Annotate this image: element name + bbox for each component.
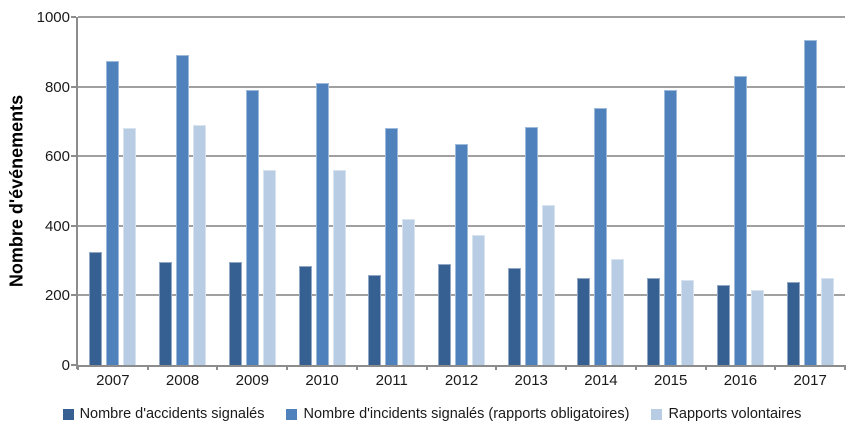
bar-group-2017	[786, 39, 834, 365]
bar-group-2014	[577, 107, 625, 365]
bar-group-2016	[716, 76, 764, 365]
bar-group-2007	[89, 60, 137, 365]
x-axis-tick	[286, 365, 289, 370]
gridline	[78, 16, 845, 18]
x-axis-label: 2017	[793, 372, 827, 389]
y-axis-tick-label: 1000	[36, 9, 70, 26]
bar	[611, 258, 625, 365]
legend-label: Rapports volontaires	[668, 406, 802, 422]
y-axis-tick-label: 800	[44, 78, 70, 96]
y-axis-tick-label: 400	[44, 217, 70, 235]
x-axis-label: 2016	[723, 372, 758, 389]
y-axis-tick-label: 600	[44, 148, 70, 166]
bar-group-2015	[647, 90, 695, 365]
x-axis-label: 2007	[96, 372, 130, 389]
legend: Nombre d'accidents signalés Nombre d'inci…	[0, 401, 864, 427]
y-axis-tick	[71, 85, 76, 88]
y-axis-tick	[71, 224, 76, 227]
x-axis-tick	[425, 365, 428, 370]
x-axis-label: 2008	[165, 372, 200, 389]
bar	[664, 90, 678, 365]
legend-label: Nombre d'incidents signalés (rapports ob…	[303, 406, 630, 422]
bar-group-2010	[298, 83, 346, 365]
x-axis-label: 2010	[305, 372, 339, 389]
legend-item: Nombre d'accidents signalés	[62, 406, 265, 422]
bar-group-2013	[507, 126, 555, 365]
x-axis-label: 2013	[514, 372, 548, 389]
bar	[733, 76, 747, 365]
x-axis-tick	[495, 365, 498, 370]
bar	[524, 126, 538, 365]
bar	[716, 285, 730, 365]
bar	[507, 267, 521, 365]
x-axis-tick	[774, 365, 777, 370]
bar	[245, 90, 259, 365]
y-axis-line	[76, 17, 78, 369]
legend-item: Nombre d'incidents signalés (rapports ob…	[286, 406, 629, 422]
y-axis-title: Nombre d'événements	[6, 94, 27, 288]
x-axis-line	[76, 365, 845, 367]
bar	[402, 218, 416, 365]
x-axis-tick	[355, 365, 358, 370]
x-axis-tick	[146, 365, 149, 370]
x-axis-tick	[565, 365, 568, 370]
bar	[750, 290, 764, 365]
x-axis-label: 2014	[584, 372, 618, 389]
bar	[123, 128, 137, 365]
bar	[262, 170, 276, 365]
bar	[820, 278, 834, 365]
x-axis-label: 2009	[235, 372, 269, 389]
bar	[577, 278, 591, 365]
legend-swatch	[286, 408, 298, 420]
legend-label: Nombre d'accidents signalés	[79, 406, 265, 422]
x-axis-tick	[844, 365, 846, 370]
x-axis-tick	[216, 365, 219, 370]
bar	[368, 274, 382, 365]
plot-area	[71, 16, 846, 370]
bar	[681, 279, 695, 365]
bar-group-2009	[228, 90, 276, 365]
bar	[385, 128, 399, 365]
x-axis-tick	[634, 365, 637, 370]
bar	[106, 60, 120, 365]
bar	[647, 278, 661, 365]
x-axis-label: 2011	[375, 372, 408, 389]
bar	[541, 204, 555, 365]
bar-group-2012	[438, 144, 485, 365]
bar	[594, 107, 608, 365]
bar	[159, 262, 173, 365]
x-axis-label: 2015	[653, 372, 688, 389]
y-axis-tick-label: 0	[61, 357, 70, 374]
bar	[332, 170, 346, 365]
bar	[176, 55, 190, 365]
y-axis-tick	[71, 364, 76, 366]
bar-group-2008	[159, 55, 207, 365]
y-axis-tick	[71, 294, 76, 297]
bar	[455, 144, 468, 365]
gridline	[78, 85, 845, 88]
x-axis-label: 2012	[444, 372, 479, 389]
x-axis-tick	[77, 365, 79, 370]
bar	[438, 264, 451, 365]
bar	[89, 251, 103, 365]
legend-swatch	[651, 408, 663, 420]
bar-group-2011	[368, 128, 416, 365]
bar	[803, 39, 817, 365]
x-axis-tick	[704, 365, 707, 370]
legend-swatch	[62, 408, 74, 420]
y-axis-tick	[71, 16, 76, 18]
y-axis-tick-label: 200	[44, 287, 70, 305]
bar	[786, 281, 800, 365]
y-axis-tick	[71, 155, 76, 158]
legend-item: Rapports volontaires	[651, 406, 801, 422]
bar	[472, 234, 485, 365]
bar	[228, 262, 242, 365]
bar	[193, 124, 207, 365]
bar	[315, 83, 329, 365]
bar	[298, 265, 312, 365]
